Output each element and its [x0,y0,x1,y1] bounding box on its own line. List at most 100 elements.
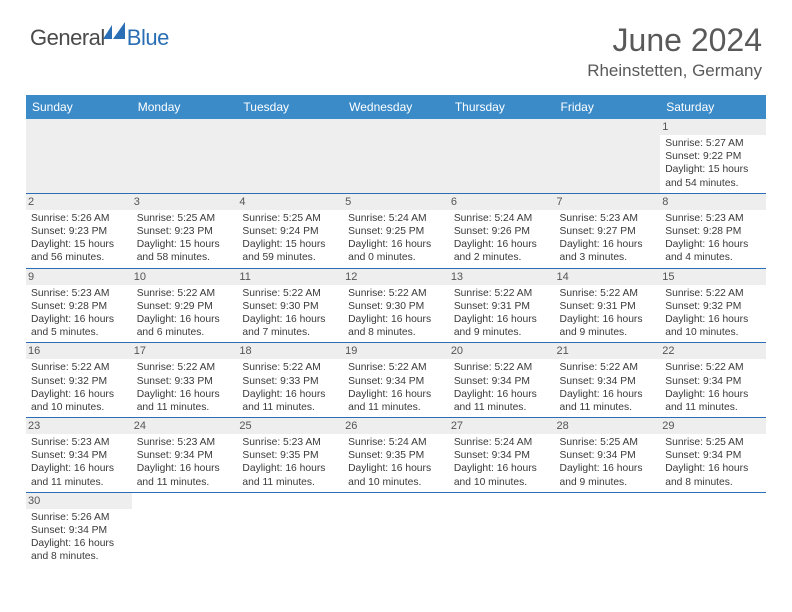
empty-cell [26,119,132,193]
daylight-text: Daylight: 15 hours and 56 minutes. [31,238,127,264]
day-number: 4 [237,194,343,210]
day-cell: 22Sunrise: 5:22 AMSunset: 9:34 PMDayligh… [660,343,766,418]
sunset-text: Sunset: 9:30 PM [348,300,444,313]
day-number: 20 [449,343,555,359]
sunset-text: Sunset: 9:26 PM [454,225,550,238]
calendar-row: 9Sunrise: 5:23 AMSunset: 9:28 PMDaylight… [26,268,766,343]
day-header: Friday [555,95,661,119]
daylight-text: Daylight: 16 hours and 10 minutes. [31,388,127,414]
day-header: Saturday [660,95,766,119]
daylight-text: Daylight: 16 hours and 2 minutes. [454,238,550,264]
sunrise-text: Sunrise: 5:26 AM [31,212,127,225]
sunrise-text: Sunrise: 5:23 AM [242,436,338,449]
sunset-text: Sunset: 9:31 PM [454,300,550,313]
day-number: 27 [449,418,555,434]
day-number: 19 [343,343,449,359]
daylight-text: Daylight: 16 hours and 9 minutes. [454,313,550,339]
empty-cell [343,492,449,566]
day-cell: 4Sunrise: 5:25 AMSunset: 9:24 PMDaylight… [237,193,343,268]
calendar-row: 30Sunrise: 5:26 AMSunset: 9:34 PMDayligh… [26,492,766,566]
sunrise-text: Sunrise: 5:23 AM [31,287,127,300]
day-cell: 30Sunrise: 5:26 AMSunset: 9:34 PMDayligh… [26,492,132,566]
daylight-text: Daylight: 16 hours and 9 minutes. [560,313,656,339]
daylight-text: Daylight: 16 hours and 9 minutes. [560,462,656,488]
sunset-text: Sunset: 9:32 PM [665,300,761,313]
day-number: 10 [132,269,238,285]
daylight-text: Daylight: 16 hours and 4 minutes. [665,238,761,264]
daylight-text: Daylight: 16 hours and 0 minutes. [348,238,444,264]
sunrise-text: Sunrise: 5:22 AM [31,361,127,374]
daylight-text: Daylight: 16 hours and 11 minutes. [560,388,656,414]
sunset-text: Sunset: 9:30 PM [242,300,338,313]
sunrise-text: Sunrise: 5:25 AM [137,212,233,225]
day-number: 13 [449,269,555,285]
sunset-text: Sunset: 9:22 PM [665,150,761,163]
logo-text-blue: Blue [127,25,169,51]
calendar-row: 2Sunrise: 5:26 AMSunset: 9:23 PMDaylight… [26,193,766,268]
sunset-text: Sunset: 9:32 PM [31,375,127,388]
sunrise-text: Sunrise: 5:22 AM [242,287,338,300]
day-number: 6 [449,194,555,210]
day-number: 11 [237,269,343,285]
day-number: 15 [660,269,766,285]
sunset-text: Sunset: 9:35 PM [242,449,338,462]
empty-cell [343,119,449,193]
day-number: 30 [26,493,132,509]
sunrise-text: Sunrise: 5:22 AM [348,287,444,300]
daylight-text: Daylight: 16 hours and 10 minutes. [665,313,761,339]
sunset-text: Sunset: 9:23 PM [31,225,127,238]
sunrise-text: Sunrise: 5:22 AM [242,361,338,374]
day-number: 23 [26,418,132,434]
title-block: June 2024 Rheinstetten, Germany [587,22,762,81]
day-number: 22 [660,343,766,359]
daylight-text: Daylight: 15 hours and 54 minutes. [665,163,761,189]
day-cell: 10 Sunrise: 5:22 AMSunset: 9:29 PMDayligh… [132,268,238,343]
daylight-text: Daylight: 15 hours and 58 minutes. [137,238,233,264]
sunset-text: Sunset: 9:25 PM [348,225,444,238]
sunset-text: Sunset: 9:29 PM [137,300,233,313]
sunrise-text: Sunrise: 5:22 AM [137,287,233,300]
day-header: Monday [132,95,238,119]
sunrise-text: Sunrise: 5:23 AM [31,436,127,449]
sunset-text: Sunset: 9:34 PM [454,375,550,388]
sunrise-text: Sunrise: 5:27 AM [665,137,761,150]
day-number: 25 [237,418,343,434]
empty-cell [555,119,661,193]
empty-cell [237,492,343,566]
day-cell: 13 Sunrise: 5:22 AMSunset: 9:31 PMDayligh… [449,268,555,343]
day-header: Wednesday [343,95,449,119]
daylight-text: Daylight: 16 hours and 6 minutes. [137,313,233,339]
sunrise-text: Sunrise: 5:24 AM [454,436,550,449]
day-header-row: SundayMondayTuesdayWednesdayThursdayFrid… [26,95,766,119]
sunset-text: Sunset: 9:24 PM [242,225,338,238]
daylight-text: Daylight: 16 hours and 10 minutes. [454,462,550,488]
daylight-text: Daylight: 16 hours and 8 minutes. [348,313,444,339]
page-header: General Blue June 2024 Rheinstetten, Ger… [0,0,792,89]
sunrise-text: Sunrise: 5:22 AM [665,361,761,374]
day-header: Thursday [449,95,555,119]
day-cell: 9Sunrise: 5:23 AMSunset: 9:28 PMDaylight… [26,268,132,343]
sunset-text: Sunset: 9:33 PM [242,375,338,388]
daylight-text: Daylight: 16 hours and 8 minutes. [665,462,761,488]
empty-cell [132,492,238,566]
empty-cell [132,119,238,193]
day-header: Tuesday [237,95,343,119]
sunset-text: Sunset: 9:34 PM [665,449,761,462]
day-number: 7 [555,194,661,210]
day-cell: 23Sunrise: 5:23 AMSunset: 9:34 PMDayligh… [26,418,132,493]
day-cell: 29Sunrise: 5:25 AMSunset: 9:34 PMDayligh… [660,418,766,493]
day-cell: 16Sunrise: 5:22 AMSunset: 9:32 PMDayligh… [26,343,132,418]
day-cell: 21Sunrise: 5:22 AMSunset: 9:34 PMDayligh… [555,343,661,418]
day-cell: 8Sunrise: 5:23 AMSunset: 9:28 PMDaylight… [660,193,766,268]
daylight-text: Daylight: 16 hours and 11 minutes. [242,388,338,414]
daylight-text: Daylight: 16 hours and 3 minutes. [560,238,656,264]
sunset-text: Sunset: 9:27 PM [560,225,656,238]
day-number: 9 [26,269,132,285]
daylight-text: Daylight: 16 hours and 7 minutes. [242,313,338,339]
sunrise-text: Sunrise: 5:23 AM [137,436,233,449]
daylight-text: Daylight: 16 hours and 11 minutes. [137,462,233,488]
daylight-text: Daylight: 16 hours and 11 minutes. [454,388,550,414]
sunrise-text: Sunrise: 5:22 AM [454,287,550,300]
day-cell: 6Sunrise: 5:24 AMSunset: 9:26 PMDaylight… [449,193,555,268]
calendar-row: 1Sunrise: 5:27 AMSunset: 9:22 PMDaylight… [26,119,766,193]
